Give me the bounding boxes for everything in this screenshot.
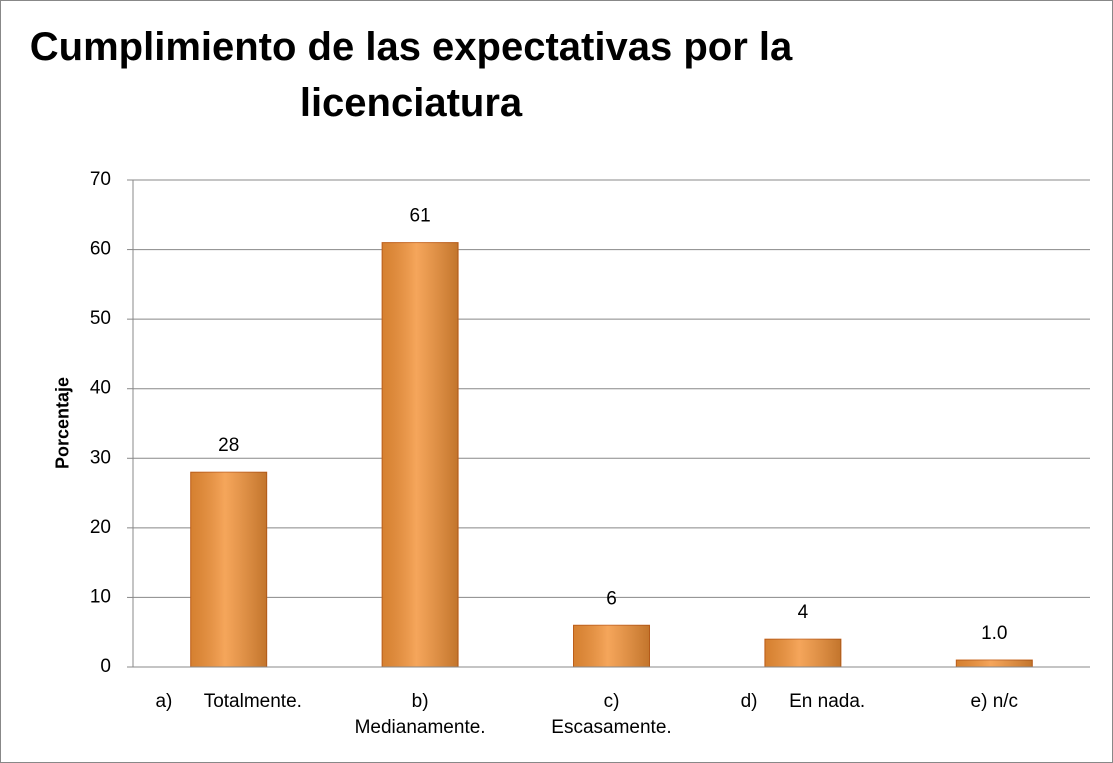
x-tick-label: c) Escasamente.	[551, 691, 672, 738]
chart-title: Cumplimiento de las expectativas por la …	[29, 25, 793, 125]
x-tick-label: b) Medianamente.	[354, 691, 486, 738]
y-tick-label: 60	[90, 239, 111, 260]
y-tick-label: 20	[90, 517, 111, 538]
x-tick-label: d) En nada.	[740, 691, 866, 712]
x-tick-label: a) Totalmente.	[155, 691, 302, 712]
data-label: 1.0	[981, 623, 1007, 644]
bar	[764, 638, 842, 668]
bar	[190, 471, 268, 668]
bar	[955, 659, 1033, 668]
data-label: 6	[606, 588, 617, 609]
bar	[573, 624, 650, 668]
y-tick-label: 30	[90, 447, 111, 468]
y-tick-label: 70	[90, 169, 111, 190]
x-tick-label: e) n/c	[970, 691, 1019, 712]
y-tick-label: 0	[100, 656, 111, 677]
data-label: 28	[218, 435, 239, 456]
y-tick-label: 50	[90, 308, 111, 329]
y-tick-label: 40	[90, 378, 111, 399]
y-axis-label: Porcentaje	[52, 376, 73, 470]
data-label: 61	[410, 206, 431, 227]
bar	[381, 242, 459, 668]
data-label: 4	[798, 602, 809, 623]
y-tick-label: 10	[90, 586, 111, 607]
